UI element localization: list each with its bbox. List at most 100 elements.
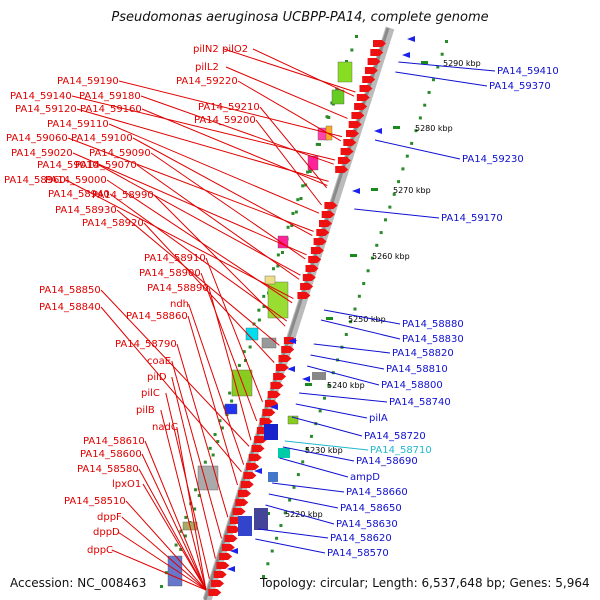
leader-line-left xyxy=(117,531,207,591)
guide-dot xyxy=(262,575,265,578)
gene-label-right: PA14_59410 xyxy=(497,66,559,77)
guide-dot xyxy=(379,231,383,235)
gene-arrow xyxy=(308,256,322,263)
gene-label-left: PA14_59010 xyxy=(37,160,99,171)
gene-label-left: PA14_58600 xyxy=(80,449,142,460)
leader-line-right xyxy=(307,365,380,386)
gene-label-right: PA14_58880 xyxy=(402,319,464,330)
tick-mark xyxy=(421,61,428,64)
gene-arrow xyxy=(313,238,327,245)
gene-label-left: nadC xyxy=(152,422,178,433)
leader-line-right xyxy=(310,354,385,370)
gene-label-left: pilL2 xyxy=(195,62,219,73)
gene-label-left: pilN2 xyxy=(193,44,219,55)
gene-features xyxy=(167,36,415,596)
leader-line-right xyxy=(295,403,368,419)
gene-label-left: PA14_59000 xyxy=(45,175,107,186)
gene-block-reverse xyxy=(278,448,290,458)
gene-arrow xyxy=(281,346,295,353)
leader-line-left xyxy=(100,289,250,447)
leader-line-right xyxy=(258,528,329,539)
leader-line-right xyxy=(374,139,461,160)
guide-dot xyxy=(315,142,319,146)
gene-block xyxy=(307,155,319,171)
leader-line-left xyxy=(153,194,286,327)
guide-dot xyxy=(179,529,183,533)
gene-label-left: PA14_59160 xyxy=(80,104,142,115)
gene-label-left: PA14_58510 xyxy=(64,496,126,507)
gene-label-left: PA14_58930 xyxy=(55,205,117,216)
leader-line-right xyxy=(255,538,326,554)
gene-label-right: PA14_58720 xyxy=(364,431,426,442)
leader-line-left xyxy=(259,106,328,189)
gene-arrow xyxy=(319,220,332,227)
gene-label-left: PA14_58910 xyxy=(144,253,206,264)
guide-dot xyxy=(401,167,405,171)
gene-block xyxy=(261,337,277,349)
gene-arrow xyxy=(246,463,260,470)
guide-dot xyxy=(318,143,321,146)
tick-label: 5260 kbp xyxy=(372,252,410,261)
guide-dot xyxy=(237,363,241,367)
gene-arrow xyxy=(321,211,335,218)
guide-dot xyxy=(296,473,300,477)
guide-dot xyxy=(257,318,261,322)
gene-arrow-reverse xyxy=(302,376,310,382)
gene-arrow xyxy=(219,553,233,560)
leader-line-left xyxy=(76,108,329,182)
label-leader-lines xyxy=(65,48,496,591)
gene-arrow xyxy=(356,94,370,101)
guide-dot xyxy=(370,256,374,260)
guide-dot xyxy=(292,485,296,489)
tick-mark xyxy=(350,254,357,257)
gene-label-right: ampD xyxy=(350,472,380,483)
guide-dot xyxy=(299,197,303,200)
gene-label-left: PA14_59110 xyxy=(47,119,109,130)
guide-dot xyxy=(305,447,309,451)
gene-arrow xyxy=(267,391,281,398)
gene-arrow xyxy=(254,436,268,443)
leader-line-left xyxy=(143,222,275,363)
guide-dot xyxy=(325,115,329,119)
guide-dot xyxy=(160,585,163,588)
leader-line-right xyxy=(398,61,496,72)
tick-label: 5250 kbp xyxy=(348,315,386,324)
guide-dot xyxy=(286,225,290,229)
gene-label-right: PA14_58820 xyxy=(392,348,454,359)
gene-block-reverse xyxy=(312,372,326,380)
guide-dot xyxy=(223,405,227,409)
guide-dot xyxy=(197,494,201,497)
leader-line-right xyxy=(272,482,345,493)
gene-arrow xyxy=(238,490,251,497)
gene-arrow xyxy=(259,418,273,425)
gene-block xyxy=(264,275,276,285)
guide-dot xyxy=(405,154,409,158)
gene-block xyxy=(287,415,299,425)
guide-dot xyxy=(392,192,396,196)
guide-dot xyxy=(244,359,247,362)
leader-line-left xyxy=(121,516,207,591)
guide-dot xyxy=(301,460,305,464)
gene-arrow xyxy=(278,355,292,362)
gene-label-left: PA14_59190 xyxy=(57,76,119,87)
gene-arrow xyxy=(240,481,254,488)
guide-dot xyxy=(309,434,313,438)
tick-mark xyxy=(371,188,378,191)
leader-line-right xyxy=(323,309,401,325)
guide-dot xyxy=(301,184,305,188)
gene-label-left: PA14_59100 xyxy=(71,133,133,144)
gene-label-left: dppC xyxy=(87,545,113,556)
leader-line-right xyxy=(284,440,369,451)
gene-arrow xyxy=(324,202,338,209)
gene-block-reverse xyxy=(254,508,268,530)
guide-dot xyxy=(418,116,422,120)
leader-line-left xyxy=(200,272,258,422)
gene-label-left: PA14_59020 xyxy=(11,148,73,159)
gene-label-left: PA14_58790 xyxy=(115,339,177,350)
leader-line-left xyxy=(205,257,263,402)
gene-block xyxy=(197,465,219,491)
gene-arrow xyxy=(337,157,351,164)
guide-dot xyxy=(327,383,331,387)
leader-line-left xyxy=(140,95,334,165)
leader-line-right xyxy=(313,343,391,354)
